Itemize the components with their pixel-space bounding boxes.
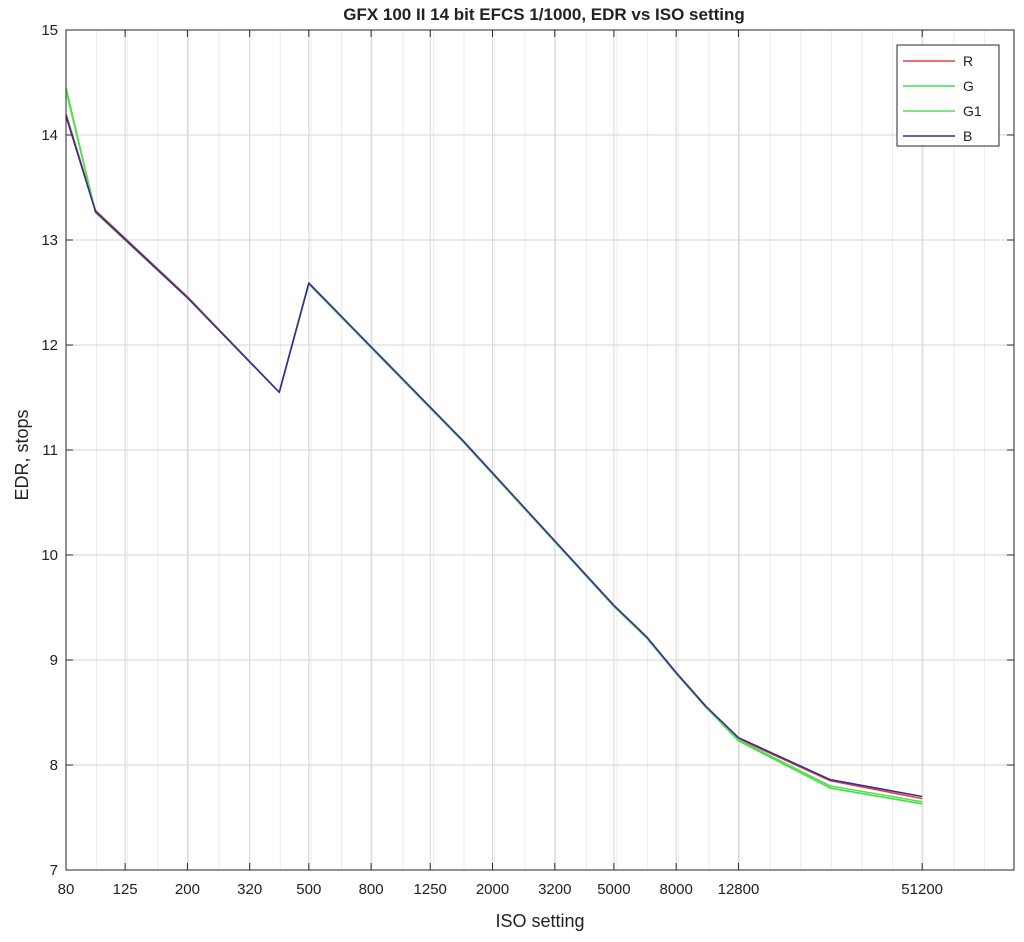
x-tick-label: 320 — [237, 881, 262, 898]
x-tick-label: 2000 — [476, 881, 509, 898]
chart-title: GFX 100 II 14 bit EFCS 1/1000, EDR vs IS… — [343, 5, 745, 24]
x-axis-ticks: 80 125 200 320 500 800 1250 2000 3200 5000 8000 128… — [58, 30, 943, 898]
x-tick-label: 800 — [359, 881, 384, 898]
legend: RG G1 B — [896, 44, 1000, 147]
x-tick-label: 125 — [113, 881, 138, 898]
y-tick-label: 10 — [41, 547, 58, 564]
y-tick-label: 14 — [41, 127, 58, 144]
x-tick-label: 500 — [296, 881, 321, 898]
y-tick-label: 9 — [50, 652, 58, 669]
y-axis-title: EDR, stops — [12, 409, 32, 500]
series-line-b — [65, 115, 923, 798]
series-lines — [65, 87, 923, 805]
y-tick-label: 11 — [42, 442, 58, 459]
legend-label-r: R — [963, 53, 973, 69]
legend-box — [896, 44, 1000, 147]
x-tick-label: 12800 — [718, 881, 760, 898]
x-tick-label: 80 — [58, 881, 75, 898]
x-axis-title: ISO setting — [495, 911, 584, 931]
x-tick-label: 3200 — [538, 881, 571, 898]
legend-label-g: G — [963, 78, 974, 94]
y-tick-label: 8 — [50, 757, 58, 774]
x-tick-label: 1250 — [414, 881, 447, 898]
x-tick-label: 51200 — [901, 881, 943, 898]
y-tick-label: 15 — [41, 22, 58, 39]
legend-label-b: B — [963, 128, 972, 144]
y-axis-ticks: 7 8 9 10 11 12 13 14 15 — [41, 22, 1014, 879]
y-tick-label: 7 — [50, 862, 58, 879]
x-tick-label: 8000 — [660, 881, 693, 898]
y-tick-label: 13 — [41, 232, 58, 249]
y-tick-label: 12 — [41, 337, 58, 354]
x-tick-label: 200 — [175, 881, 200, 898]
legend-label-g1: G1 — [963, 103, 982, 119]
x-tick-label: 5000 — [597, 881, 630, 898]
